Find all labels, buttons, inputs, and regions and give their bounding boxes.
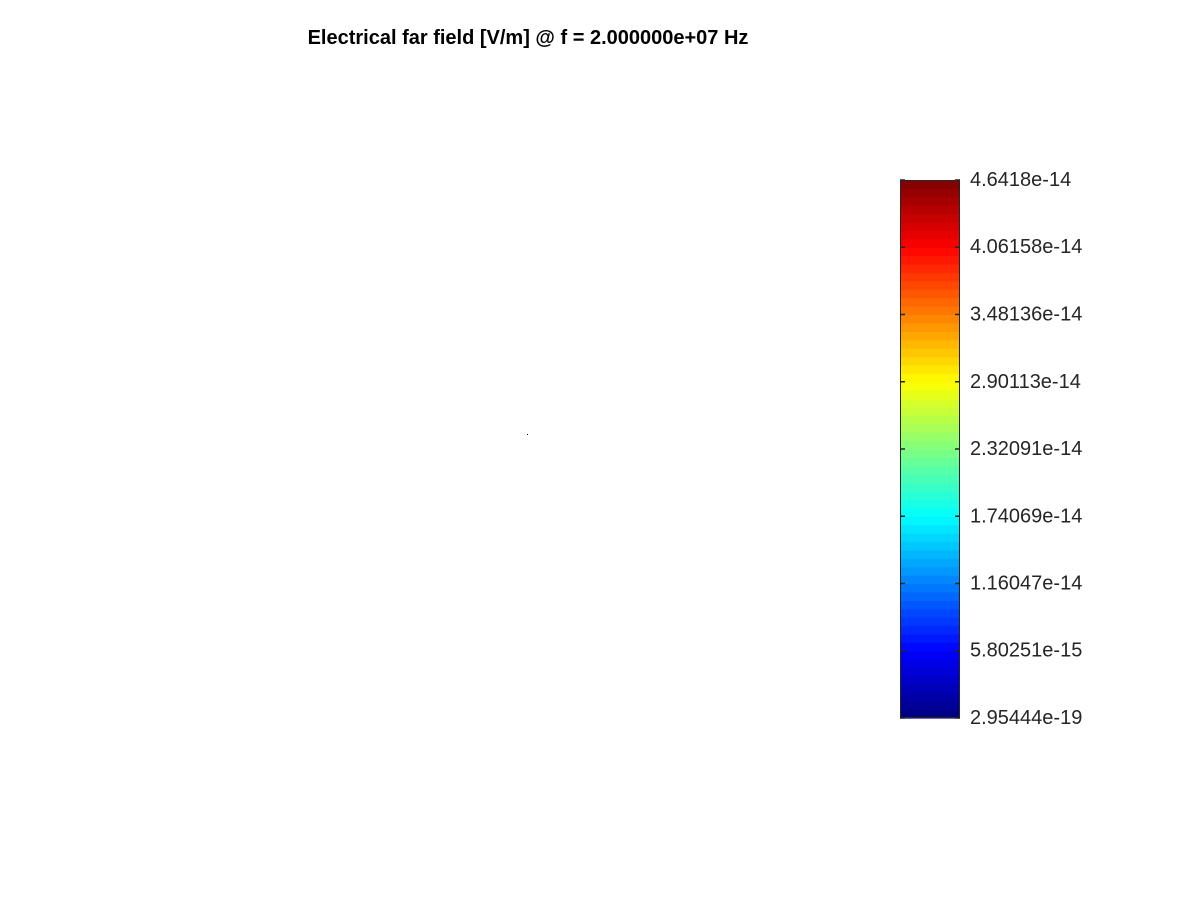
colorbar-band bbox=[900, 238, 960, 248]
colorbar-band bbox=[900, 440, 960, 450]
colorbar-band bbox=[900, 196, 960, 206]
colorbar-band bbox=[900, 591, 960, 601]
colorbar-band bbox=[900, 709, 960, 719]
colorbar-tick-label: 1.16047e-14 bbox=[970, 573, 1082, 595]
colorbar-band bbox=[900, 432, 960, 442]
colorbar-band bbox=[900, 449, 960, 459]
colorbar-band bbox=[900, 205, 960, 215]
colorbar-tick-label: 5.80251e-15 bbox=[970, 640, 1082, 662]
colorbar-tick-label: 4.06158e-14 bbox=[970, 236, 1082, 258]
colorbar-band bbox=[900, 516, 960, 526]
colorbar-band bbox=[900, 264, 960, 274]
chart-title: Electrical far field [V/m] @ f = 2.00000… bbox=[307, 27, 749, 49]
colorbar-band bbox=[900, 667, 960, 677]
colorbar-tick-label: 2.32091e-14 bbox=[970, 438, 1082, 460]
colorbar-tick-label: 3.48136e-14 bbox=[970, 303, 1082, 325]
colorbar-tick-label: 4.6418e-14 bbox=[970, 169, 1071, 191]
colorbar-band bbox=[900, 423, 960, 433]
colorbar-band bbox=[900, 457, 960, 467]
colorbar-band bbox=[900, 558, 960, 568]
colorbar-band bbox=[900, 633, 960, 643]
colorbar-band bbox=[900, 213, 960, 223]
colorbar-band bbox=[900, 356, 960, 366]
colorbar-band bbox=[900, 364, 960, 374]
colorbar-band bbox=[900, 406, 960, 416]
colorbar-band bbox=[900, 180, 960, 190]
colorbar-band bbox=[900, 280, 960, 290]
colorbar-band bbox=[900, 541, 960, 551]
colorbar-band bbox=[900, 373, 960, 383]
colorbar-band bbox=[900, 507, 960, 517]
colorbar-band bbox=[900, 549, 960, 559]
colorbar-band bbox=[900, 474, 960, 484]
colorbar-band bbox=[900, 289, 960, 299]
colorbar-band bbox=[900, 381, 960, 391]
colorbar-band bbox=[900, 625, 960, 635]
colorbar-band bbox=[900, 297, 960, 307]
colorbar-band bbox=[900, 617, 960, 627]
colorbar-band bbox=[900, 331, 960, 341]
colorbar-band bbox=[900, 390, 960, 400]
data-point bbox=[527, 434, 528, 435]
colorbar-band bbox=[900, 314, 960, 324]
colorbar-band bbox=[900, 701, 960, 711]
colorbar-band bbox=[900, 306, 960, 316]
colorbar-tick-label: 2.95444e-19 bbox=[970, 707, 1082, 729]
colorbar-band bbox=[900, 230, 960, 240]
colorbar-band bbox=[900, 600, 960, 610]
colorbar-tick-label: 1.74069e-14 bbox=[970, 505, 1082, 527]
colorbar-tick-label: 2.90113e-14 bbox=[970, 371, 1081, 393]
colorbar-band bbox=[900, 692, 960, 702]
colorbar-band bbox=[900, 566, 960, 576]
colorbar-band bbox=[900, 608, 960, 618]
colorbar-band bbox=[900, 322, 960, 332]
colorbar-band bbox=[900, 491, 960, 501]
colorbar-band bbox=[900, 524, 960, 534]
colorbar-band bbox=[900, 348, 960, 358]
colorbar-band bbox=[900, 247, 960, 257]
colorbar-band bbox=[900, 675, 960, 685]
colorbar-band bbox=[900, 415, 960, 425]
colorbar-band bbox=[900, 222, 960, 232]
colorbar-svg: 2.95444e-19 5.80251e-15 1.16047e-14 1.74069… bbox=[900, 169, 1082, 729]
colorbar: 2.95444e-19 5.80251e-15 1.16047e-14 1.74069… bbox=[900, 169, 1082, 729]
colorbar-band bbox=[900, 188, 960, 198]
colorbar-band bbox=[900, 272, 960, 282]
colorbar-band bbox=[900, 659, 960, 669]
colorbar-band bbox=[900, 650, 960, 660]
plot-area bbox=[527, 434, 528, 435]
colorbar-band bbox=[900, 533, 960, 543]
colorbar-band bbox=[900, 398, 960, 408]
colorbar-band bbox=[900, 684, 960, 694]
colorbar-band bbox=[900, 255, 960, 265]
colorbar-band bbox=[900, 339, 960, 349]
colorbar-band bbox=[900, 642, 960, 652]
colorbar-band bbox=[900, 583, 960, 593]
colorbar-band bbox=[900, 499, 960, 509]
colorbar-band bbox=[900, 575, 960, 585]
colorbar-band bbox=[900, 482, 960, 492]
colorbar-band bbox=[900, 465, 960, 475]
